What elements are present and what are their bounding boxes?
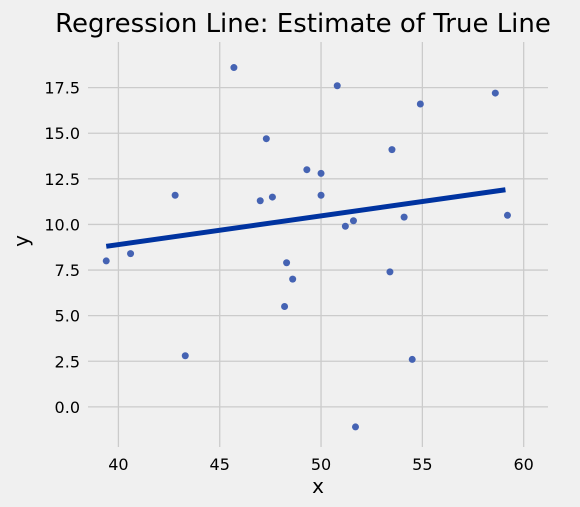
y-tick-label: 7.5 — [55, 261, 80, 280]
scatter-point — [416, 100, 424, 108]
scatter-point — [386, 268, 394, 276]
chart-title: Regression Line: Estimate of True Line — [55, 9, 551, 39]
y-tick-label: 10.0 — [44, 215, 80, 234]
x-axis-label: x — [312, 474, 324, 498]
scatter-point — [281, 303, 289, 311]
scatter-point — [388, 146, 396, 154]
scatter-point — [256, 197, 264, 205]
y-axis-ticks: 0.0 2.5 5.0 7.5 10.0 12.5 15.0 17.5 — [44, 79, 80, 417]
regression-line — [105, 187, 506, 249]
x-tick-label: 45 — [210, 455, 230, 474]
scatter-point — [303, 166, 311, 174]
scatter-point — [503, 211, 511, 219]
y-tick-label: 2.5 — [55, 352, 80, 371]
scatter-point — [230, 64, 238, 72]
scatter-point — [491, 89, 499, 97]
y-tick-label: 5.0 — [55, 307, 80, 326]
scatter-point — [268, 193, 276, 201]
scatter-point — [408, 355, 416, 363]
scatter-point — [127, 250, 135, 258]
x-tick-label: 60 — [514, 455, 534, 474]
y-tick-label: 0.0 — [55, 398, 80, 417]
scatter-point — [102, 257, 110, 265]
x-tick-label: 55 — [412, 455, 432, 474]
data-points — [102, 64, 511, 431]
scatter-point — [171, 191, 179, 199]
x-axis-ticks: 40 45 50 55 60 — [108, 455, 534, 474]
scatter-point — [289, 275, 297, 283]
scatter-point — [333, 82, 341, 90]
scatter-point — [351, 423, 359, 431]
y-tick-label: 17.5 — [44, 79, 80, 98]
y-tick-label: 12.5 — [44, 170, 80, 189]
y-tick-label: 15.0 — [44, 124, 80, 143]
y-axis-label: y — [9, 235, 33, 247]
grid-lines — [88, 42, 548, 447]
x-tick-label: 50 — [311, 455, 331, 474]
scatter-point — [349, 217, 357, 225]
scatter-point — [317, 191, 325, 199]
scatter-point — [262, 135, 270, 143]
scatter-point — [317, 169, 325, 177]
scatter-point — [400, 213, 408, 221]
scatter-point — [341, 222, 349, 230]
x-tick-label: 40 — [108, 455, 128, 474]
scatter-point — [181, 352, 189, 360]
scatter-point — [283, 259, 291, 267]
